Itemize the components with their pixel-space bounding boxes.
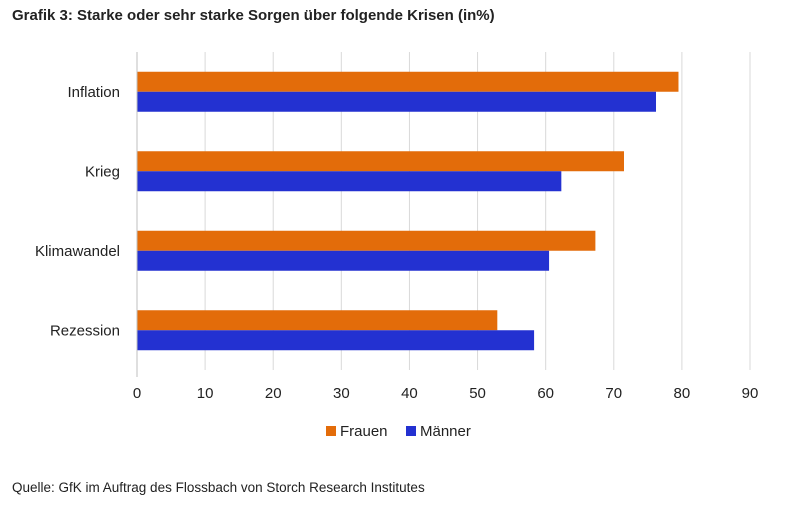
category-labels: Inflation Krieg Klimawandel Rezession: [35, 84, 120, 340]
legend-label-maenner: Männer: [420, 423, 471, 440]
category-label-klimawandel: Klimawandel: [35, 243, 120, 260]
bar-krieg-frauen: [137, 151, 624, 172]
bar-klimawandel-frauen: [137, 230, 596, 251]
x-tick-label-30: 30: [333, 385, 350, 402]
chart-title: Grafik 3: Starke oder sehr starke Sorgen…: [12, 7, 495, 24]
category-label-krieg: Krieg: [85, 163, 120, 180]
bar-rezession-maenner: [137, 330, 535, 351]
x-tick-label-80: 80: [674, 385, 691, 402]
x-tick-label-90: 90: [742, 385, 759, 402]
bar-inflation-maenner: [137, 91, 657, 112]
bar-inflation-frauen: [137, 71, 679, 92]
legend-swatch-maenner: [406, 426, 416, 436]
x-tick-label-70: 70: [605, 385, 622, 402]
category-label-inflation: Inflation: [67, 84, 120, 101]
legend-swatch-frauen: [326, 426, 336, 436]
bar-krieg-maenner: [137, 171, 562, 192]
x-tick-label-40: 40: [401, 385, 418, 402]
bars: [137, 71, 679, 351]
bar-klimawandel-maenner: [137, 250, 550, 271]
bar-rezession-frauen: [137, 310, 498, 331]
category-label-rezession: Rezession: [50, 322, 120, 339]
x-tick-label-10: 10: [197, 385, 214, 402]
x-tick-label-20: 20: [265, 385, 282, 402]
x-tick-labels: 0 10 20 30 40 50 60 70 80 90: [133, 385, 759, 402]
x-tick-label-0: 0: [133, 385, 141, 402]
x-tick-label-50: 50: [469, 385, 486, 402]
legend: Frauen Männer: [326, 423, 471, 440]
legend-label-frauen: Frauen: [340, 423, 388, 440]
source-note: Quelle: GfK im Auftrag des Flossbach von…: [12, 480, 425, 495]
x-tick-label-60: 60: [537, 385, 554, 402]
